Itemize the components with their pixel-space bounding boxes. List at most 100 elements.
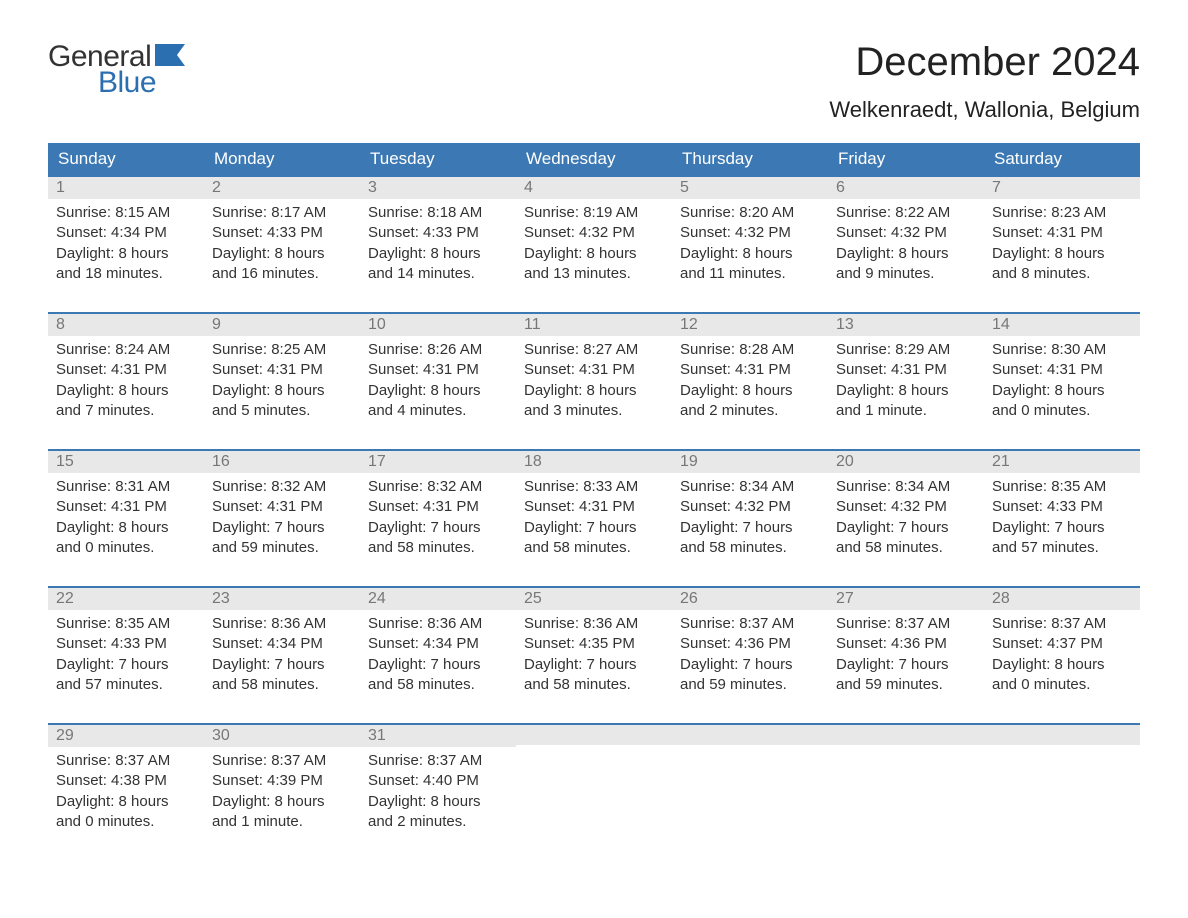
daylight-line-1: Daylight: 8 hours bbox=[836, 381, 976, 401]
day-number: 18 bbox=[516, 451, 672, 473]
sunset-line: Sunset: 4:31 PM bbox=[992, 223, 1132, 243]
day-cell: 2Sunrise: 8:17 AMSunset: 4:33 PMDaylight… bbox=[204, 175, 360, 312]
day-number: 20 bbox=[828, 451, 984, 473]
daylight-line-1: Daylight: 7 hours bbox=[212, 655, 352, 675]
sunrise-line: Sunrise: 8:36 AM bbox=[212, 614, 352, 634]
day-cell: 8Sunrise: 8:24 AMSunset: 4:31 PMDaylight… bbox=[48, 312, 204, 449]
flag-icon bbox=[155, 44, 185, 71]
daylight-line-1: Daylight: 7 hours bbox=[524, 655, 664, 675]
sunrise-line: Sunrise: 8:35 AM bbox=[992, 477, 1132, 497]
day-header: Sunday bbox=[48, 143, 204, 175]
daylight-line-2: and 2 minutes. bbox=[368, 812, 508, 832]
sunset-line: Sunset: 4:33 PM bbox=[56, 634, 196, 654]
daylight-line-2: and 13 minutes. bbox=[524, 264, 664, 284]
week-row: 29Sunrise: 8:37 AMSunset: 4:38 PMDayligh… bbox=[48, 723, 1140, 860]
day-cell bbox=[672, 723, 828, 860]
daylight-line-2: and 58 minutes. bbox=[680, 538, 820, 558]
day-cell: 1Sunrise: 8:15 AMSunset: 4:34 PMDaylight… bbox=[48, 175, 204, 312]
daylight-line-1: Daylight: 8 hours bbox=[992, 655, 1132, 675]
day-cell: 7Sunrise: 8:23 AMSunset: 4:31 PMDaylight… bbox=[984, 175, 1140, 312]
day-cell: 27Sunrise: 8:37 AMSunset: 4:36 PMDayligh… bbox=[828, 586, 984, 723]
sunrise-line: Sunrise: 8:37 AM bbox=[836, 614, 976, 634]
day-number: 3 bbox=[360, 177, 516, 199]
daylight-line-1: Daylight: 7 hours bbox=[368, 655, 508, 675]
day-cell: 4Sunrise: 8:19 AMSunset: 4:32 PMDaylight… bbox=[516, 175, 672, 312]
day-number: 25 bbox=[516, 588, 672, 610]
sunset-line: Sunset: 4:32 PM bbox=[836, 223, 976, 243]
sunset-line: Sunset: 4:31 PM bbox=[56, 360, 196, 380]
day-cell: 26Sunrise: 8:37 AMSunset: 4:36 PMDayligh… bbox=[672, 586, 828, 723]
daylight-line-2: and 11 minutes. bbox=[680, 264, 820, 284]
day-number: 10 bbox=[360, 314, 516, 336]
day-number: 19 bbox=[672, 451, 828, 473]
sunset-line: Sunset: 4:32 PM bbox=[836, 497, 976, 517]
day-cell: 28Sunrise: 8:37 AMSunset: 4:37 PMDayligh… bbox=[984, 586, 1140, 723]
sunrise-line: Sunrise: 8:34 AM bbox=[680, 477, 820, 497]
sunset-line: Sunset: 4:31 PM bbox=[992, 360, 1132, 380]
day-number: 8 bbox=[48, 314, 204, 336]
day-cell: 17Sunrise: 8:32 AMSunset: 4:31 PMDayligh… bbox=[360, 449, 516, 586]
daylight-line-2: and 58 minutes. bbox=[524, 675, 664, 695]
day-number: 13 bbox=[828, 314, 984, 336]
sunset-line: Sunset: 4:34 PM bbox=[212, 634, 352, 654]
sunset-line: Sunset: 4:33 PM bbox=[212, 223, 352, 243]
daylight-line-2: and 3 minutes. bbox=[524, 401, 664, 421]
sunset-line: Sunset: 4:37 PM bbox=[992, 634, 1132, 654]
day-header-row: Sunday Monday Tuesday Wednesday Thursday… bbox=[48, 143, 1140, 175]
daylight-line-2: and 58 minutes. bbox=[524, 538, 664, 558]
daylight-line-2: and 4 minutes. bbox=[368, 401, 508, 421]
sunrise-line: Sunrise: 8:37 AM bbox=[680, 614, 820, 634]
daylight-line-2: and 1 minute. bbox=[212, 812, 352, 832]
sunrise-line: Sunrise: 8:36 AM bbox=[524, 614, 664, 634]
daylight-line-2: and 0 minutes. bbox=[56, 812, 196, 832]
sunrise-line: Sunrise: 8:28 AM bbox=[680, 340, 820, 360]
sunset-line: Sunset: 4:31 PM bbox=[680, 360, 820, 380]
day-number: 30 bbox=[204, 725, 360, 747]
day-number: 27 bbox=[828, 588, 984, 610]
week-row: 8Sunrise: 8:24 AMSunset: 4:31 PMDaylight… bbox=[48, 312, 1140, 449]
sunrise-line: Sunrise: 8:25 AM bbox=[212, 340, 352, 360]
daylight-line-1: Daylight: 7 hours bbox=[836, 518, 976, 538]
day-number: 23 bbox=[204, 588, 360, 610]
week-row: 15Sunrise: 8:31 AMSunset: 4:31 PMDayligh… bbox=[48, 449, 1140, 586]
day-number: 24 bbox=[360, 588, 516, 610]
day-cell bbox=[516, 723, 672, 860]
sunrise-line: Sunrise: 8:23 AM bbox=[992, 203, 1132, 223]
sunrise-line: Sunrise: 8:37 AM bbox=[212, 751, 352, 771]
sunrise-line: Sunrise: 8:30 AM bbox=[992, 340, 1132, 360]
sunset-line: Sunset: 4:34 PM bbox=[368, 634, 508, 654]
day-number: 14 bbox=[984, 314, 1140, 336]
daylight-line-1: Daylight: 8 hours bbox=[836, 244, 976, 264]
daylight-line-1: Daylight: 7 hours bbox=[524, 518, 664, 538]
daylight-line-1: Daylight: 8 hours bbox=[524, 244, 664, 264]
day-number: 9 bbox=[204, 314, 360, 336]
day-cell: 16Sunrise: 8:32 AMSunset: 4:31 PMDayligh… bbox=[204, 449, 360, 586]
daylight-line-2: and 18 minutes. bbox=[56, 264, 196, 284]
sunset-line: Sunset: 4:31 PM bbox=[836, 360, 976, 380]
day-cell: 29Sunrise: 8:37 AMSunset: 4:38 PMDayligh… bbox=[48, 723, 204, 860]
daylight-line-1: Daylight: 8 hours bbox=[680, 244, 820, 264]
daylight-line-1: Daylight: 7 hours bbox=[680, 655, 820, 675]
day-header: Saturday bbox=[984, 143, 1140, 175]
daylight-line-1: Daylight: 7 hours bbox=[992, 518, 1132, 538]
sunset-line: Sunset: 4:33 PM bbox=[368, 223, 508, 243]
day-number: 12 bbox=[672, 314, 828, 336]
sunset-line: Sunset: 4:33 PM bbox=[992, 497, 1132, 517]
month-title: December 2024 bbox=[829, 40, 1140, 85]
daylight-line-2: and 58 minutes. bbox=[212, 675, 352, 695]
day-number: 5 bbox=[672, 177, 828, 199]
daylight-line-1: Daylight: 8 hours bbox=[56, 381, 196, 401]
day-cell bbox=[828, 723, 984, 860]
day-cell: 10Sunrise: 8:26 AMSunset: 4:31 PMDayligh… bbox=[360, 312, 516, 449]
day-number: 15 bbox=[48, 451, 204, 473]
calendar-body: 1Sunrise: 8:15 AMSunset: 4:34 PMDaylight… bbox=[48, 175, 1140, 860]
sunset-line: Sunset: 4:31 PM bbox=[524, 497, 664, 517]
daylight-line-1: Daylight: 8 hours bbox=[992, 381, 1132, 401]
day-number: 7 bbox=[984, 177, 1140, 199]
day-number: 17 bbox=[360, 451, 516, 473]
sunrise-line: Sunrise: 8:33 AM bbox=[524, 477, 664, 497]
daylight-line-2: and 58 minutes. bbox=[368, 675, 508, 695]
daylight-line-2: and 0 minutes. bbox=[992, 401, 1132, 421]
sunrise-line: Sunrise: 8:34 AM bbox=[836, 477, 976, 497]
day-cell: 9Sunrise: 8:25 AMSunset: 4:31 PMDaylight… bbox=[204, 312, 360, 449]
